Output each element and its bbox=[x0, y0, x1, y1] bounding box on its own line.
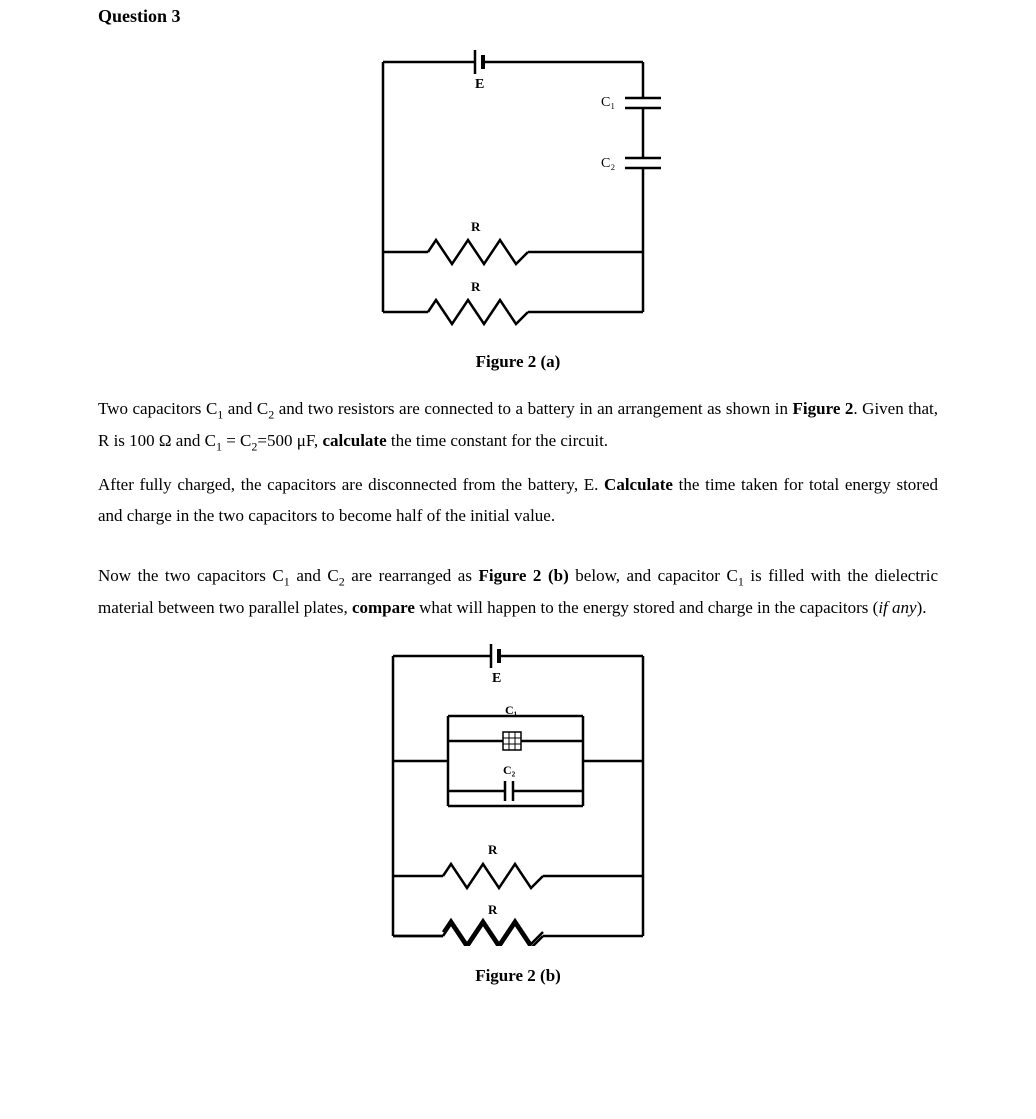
circuit-diagram-a: E C₁ C₂ R R bbox=[353, 42, 683, 332]
label-r1-a: R bbox=[471, 219, 481, 234]
text-span: and two resistors are connected to a bat… bbox=[274, 399, 792, 418]
figure-b-caption: Figure 2 (b) bbox=[98, 961, 938, 992]
text-span: and C bbox=[223, 399, 268, 418]
question-title: Question 3 bbox=[98, 0, 938, 32]
label-r1-b: R bbox=[488, 842, 498, 857]
paragraph-3: Now the two capacitors C1 and C2 are rea… bbox=[98, 561, 938, 624]
bold-text: Figure 2 bbox=[793, 399, 854, 418]
bold-text: Calculate bbox=[604, 475, 673, 494]
bold-text: compare bbox=[352, 598, 415, 617]
label-c2-b: C₂ bbox=[503, 763, 516, 777]
text-span: After fully charged, the capacitors are … bbox=[98, 475, 604, 494]
label-e-a: E bbox=[475, 77, 484, 92]
label-e-b: E bbox=[492, 671, 501, 686]
text-span: below, and capacitor C bbox=[569, 566, 738, 585]
figure-a-caption: Figure 2 (a) bbox=[98, 347, 938, 378]
circuit-diagram-b: E C₁ C₂ R R bbox=[373, 636, 663, 946]
label-c2-a: C₂ bbox=[601, 156, 615, 171]
paragraph-2: After fully charged, the capacitors are … bbox=[98, 470, 938, 531]
italic-text: if any bbox=[878, 598, 916, 617]
label-r2-b: R bbox=[488, 902, 498, 917]
text-span: are rearranged as bbox=[345, 566, 479, 585]
label-c1-a: C₁ bbox=[601, 95, 615, 110]
text-span: ). bbox=[917, 598, 927, 617]
text-span: and C bbox=[290, 566, 339, 585]
figure-b-container: E C₁ C₂ R R bbox=[98, 636, 938, 946]
text-span: = C bbox=[222, 431, 251, 450]
bold-text: Figure 2 (b) bbox=[479, 566, 569, 585]
bold-text: calculate bbox=[322, 431, 386, 450]
label-r2-a: R bbox=[471, 279, 481, 294]
text-span: Two capacitors C bbox=[98, 399, 217, 418]
paragraph-1: Two capacitors C1 and C2 and two resisto… bbox=[98, 394, 938, 458]
text-span: what will happen to the energy stored an… bbox=[415, 598, 878, 617]
label-c1-b: C₁ bbox=[505, 703, 518, 717]
text-span: the time constant for the circuit. bbox=[387, 431, 608, 450]
text-span: Now the two capacitors C bbox=[98, 566, 284, 585]
figure-a-container: E C₁ C₂ R R bbox=[98, 42, 938, 332]
text-span: =500 μF, bbox=[257, 431, 322, 450]
